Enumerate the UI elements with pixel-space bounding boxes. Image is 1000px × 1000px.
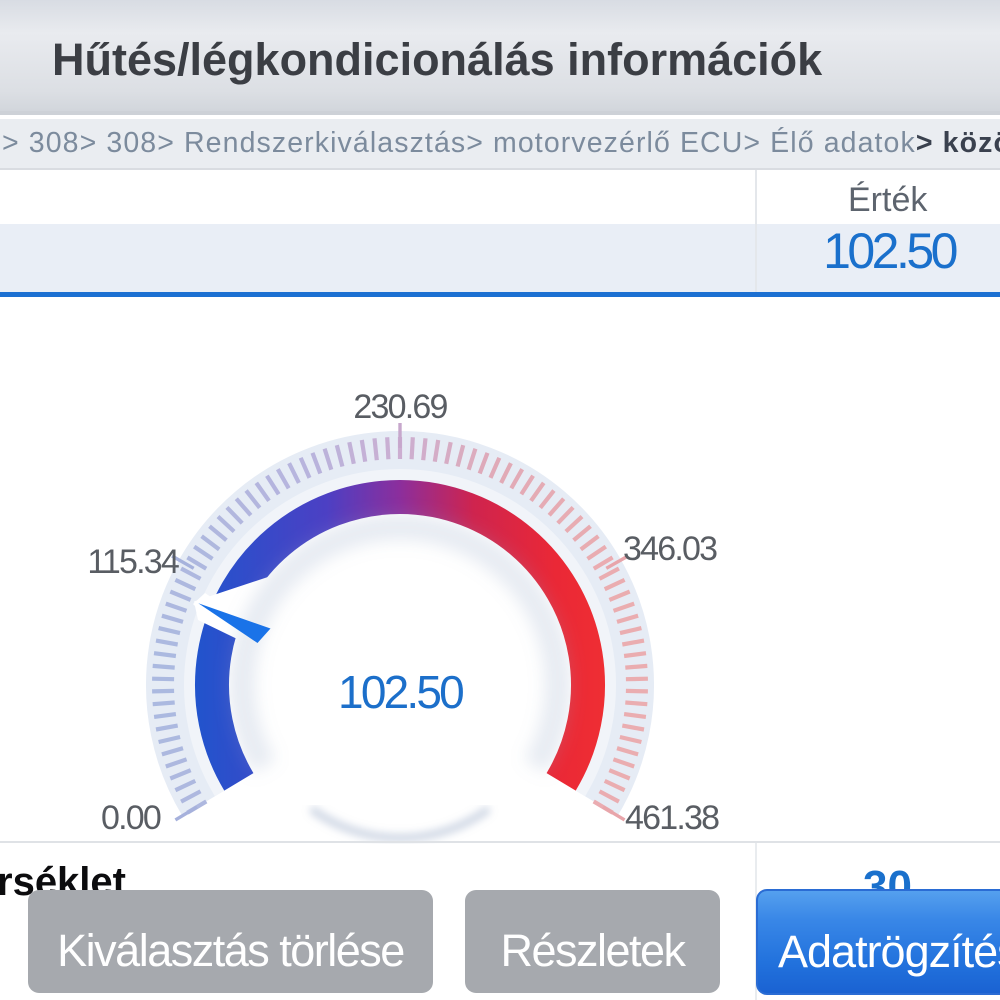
svg-text:115.34: 115.34 xyxy=(87,543,179,581)
svg-text:461.38: 461.38 xyxy=(625,799,719,837)
svg-text:0.00: 0.00 xyxy=(101,799,161,837)
svg-text:102.50: 102.50 xyxy=(338,666,463,718)
svg-text:230.69: 230.69 xyxy=(353,388,447,426)
svg-text:346.03: 346.03 xyxy=(623,530,717,568)
